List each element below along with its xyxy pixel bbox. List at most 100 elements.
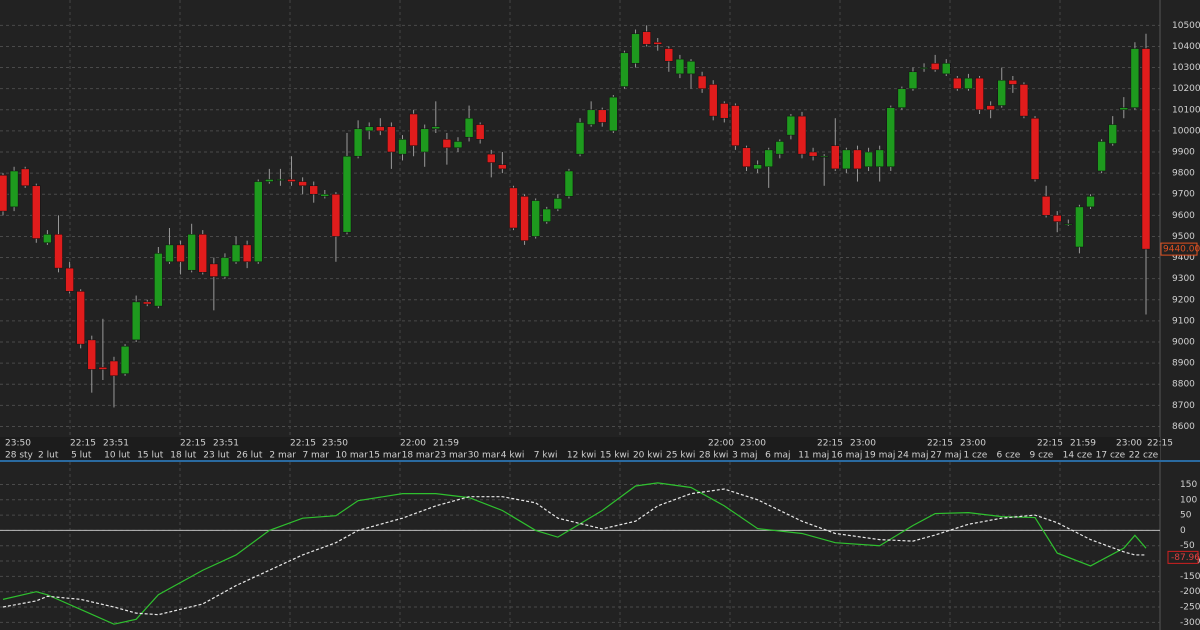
date-label: 4 kwi <box>501 451 525 461</box>
y-tick-label: 10100 <box>1172 105 1200 115</box>
candle-body <box>54 234 63 269</box>
candle-body <box>453 141 463 149</box>
candle-body <box>509 187 518 229</box>
date-label: 15 mar <box>369 451 402 461</box>
candle-body <box>431 126 441 130</box>
candle-body <box>76 291 85 345</box>
date-label: 7 mar <box>302 451 329 461</box>
candle-body <box>675 58 685 75</box>
candle-body <box>1130 48 1140 108</box>
candle-body <box>320 193 330 197</box>
y-tick-label: 150 <box>1180 480 1197 490</box>
candle-body <box>398 139 407 155</box>
date-label: 14 cze <box>1063 451 1093 461</box>
candle-body <box>930 63 940 70</box>
y-tick-label: 9400 <box>1172 253 1195 263</box>
candle-body <box>420 128 429 153</box>
candle-body <box>808 151 818 157</box>
candle-body <box>853 149 862 170</box>
candle-body <box>475 124 485 140</box>
y-tick-label: 9200 <box>1172 295 1195 305</box>
candle-body <box>953 77 962 89</box>
candle-body <box>1008 79 1018 85</box>
date-label: 26 lut <box>236 451 263 461</box>
time-label: 22:15 <box>817 439 843 449</box>
candle-body <box>997 79 1006 106</box>
candle-body <box>786 115 796 136</box>
time-label: 22:00 <box>708 439 734 449</box>
y-tick-label: 10000 <box>1172 126 1200 136</box>
candle-body <box>531 200 540 237</box>
candle-body <box>897 88 907 108</box>
candle-body <box>176 244 185 263</box>
date-axis <box>0 437 1160 461</box>
time-label: 21:59 <box>433 439 459 449</box>
y-tick-label: -250 <box>1180 603 1200 613</box>
time-label: 22:15 <box>1147 439 1173 449</box>
date-label: 30 mar <box>468 451 501 461</box>
date-label: 2 mar <box>269 451 296 461</box>
candle-body <box>908 71 918 89</box>
y-tick-label: 9600 <box>1172 211 1195 221</box>
candle-body <box>32 185 41 239</box>
candle-body <box>708 84 718 117</box>
candle-body <box>1019 84 1029 117</box>
time-label: 23:00 <box>960 439 986 449</box>
date-label: 5 lut <box>71 451 92 461</box>
y-tick-label: 100 <box>1180 495 1197 505</box>
candle-body <box>87 339 97 370</box>
y-tick-label: 10400 <box>1172 42 1200 52</box>
time-label: 23:51 <box>103 439 129 449</box>
last-value-box <box>1167 550 1199 564</box>
y-tick-label: 9800 <box>1172 169 1195 179</box>
date-label: 3 maj <box>732 451 757 461</box>
time-label: 21:59 <box>1070 439 1096 449</box>
candle-body <box>487 153 496 163</box>
candle-body <box>187 234 196 271</box>
date-label: 10 lut <box>104 451 131 461</box>
time-label: 22:15 <box>180 439 206 449</box>
date-label: 9 cze <box>1030 451 1054 461</box>
date-label: 16 maj <box>831 451 862 461</box>
y-tick-label: 8800 <box>1172 380 1195 390</box>
candle-body <box>653 41 662 45</box>
y-tick-label: 9700 <box>1172 190 1195 200</box>
candle-body <box>1030 117 1040 180</box>
date-label: 6 maj <box>765 451 790 461</box>
time-label: 23:50 <box>5 439 31 449</box>
candle-body <box>287 179 296 182</box>
candle-body <box>20 168 30 187</box>
candle-body <box>43 234 52 244</box>
date-label: 10 mar <box>336 451 369 461</box>
candle-body <box>664 48 674 62</box>
candle-body <box>276 179 285 181</box>
candle-body <box>209 263 219 277</box>
candle-body <box>9 170 19 208</box>
date-label: 1 cze <box>963 451 987 461</box>
candle-body <box>586 109 596 125</box>
candle-body <box>1086 196 1095 208</box>
candle-body <box>553 198 563 210</box>
candle-body <box>831 145 840 170</box>
last-price-box <box>1160 242 1198 256</box>
candle-body <box>331 193 341 237</box>
date-label: 7 kwi <box>534 451 558 461</box>
candle-body <box>1108 124 1117 144</box>
y-tick-label: 9000 <box>1172 338 1195 348</box>
candle-body <box>1097 141 1106 172</box>
candle-body <box>942 63 951 75</box>
candle-body <box>819 155 829 158</box>
candle-body <box>1075 206 1084 248</box>
time-label: 23:51 <box>213 439 239 449</box>
candle-body <box>154 253 163 307</box>
candle-body <box>764 149 773 168</box>
candle-body <box>498 164 507 170</box>
candle-body <box>309 185 318 195</box>
time-label: 23:00 <box>850 439 876 449</box>
candle-body <box>220 257 230 277</box>
y-tick-label: 9900 <box>1172 148 1195 158</box>
y-tick-label: -50 <box>1180 541 1195 551</box>
date-label: 15 lut <box>137 451 164 461</box>
last-price-label: 9440.00 <box>1163 245 1200 255</box>
